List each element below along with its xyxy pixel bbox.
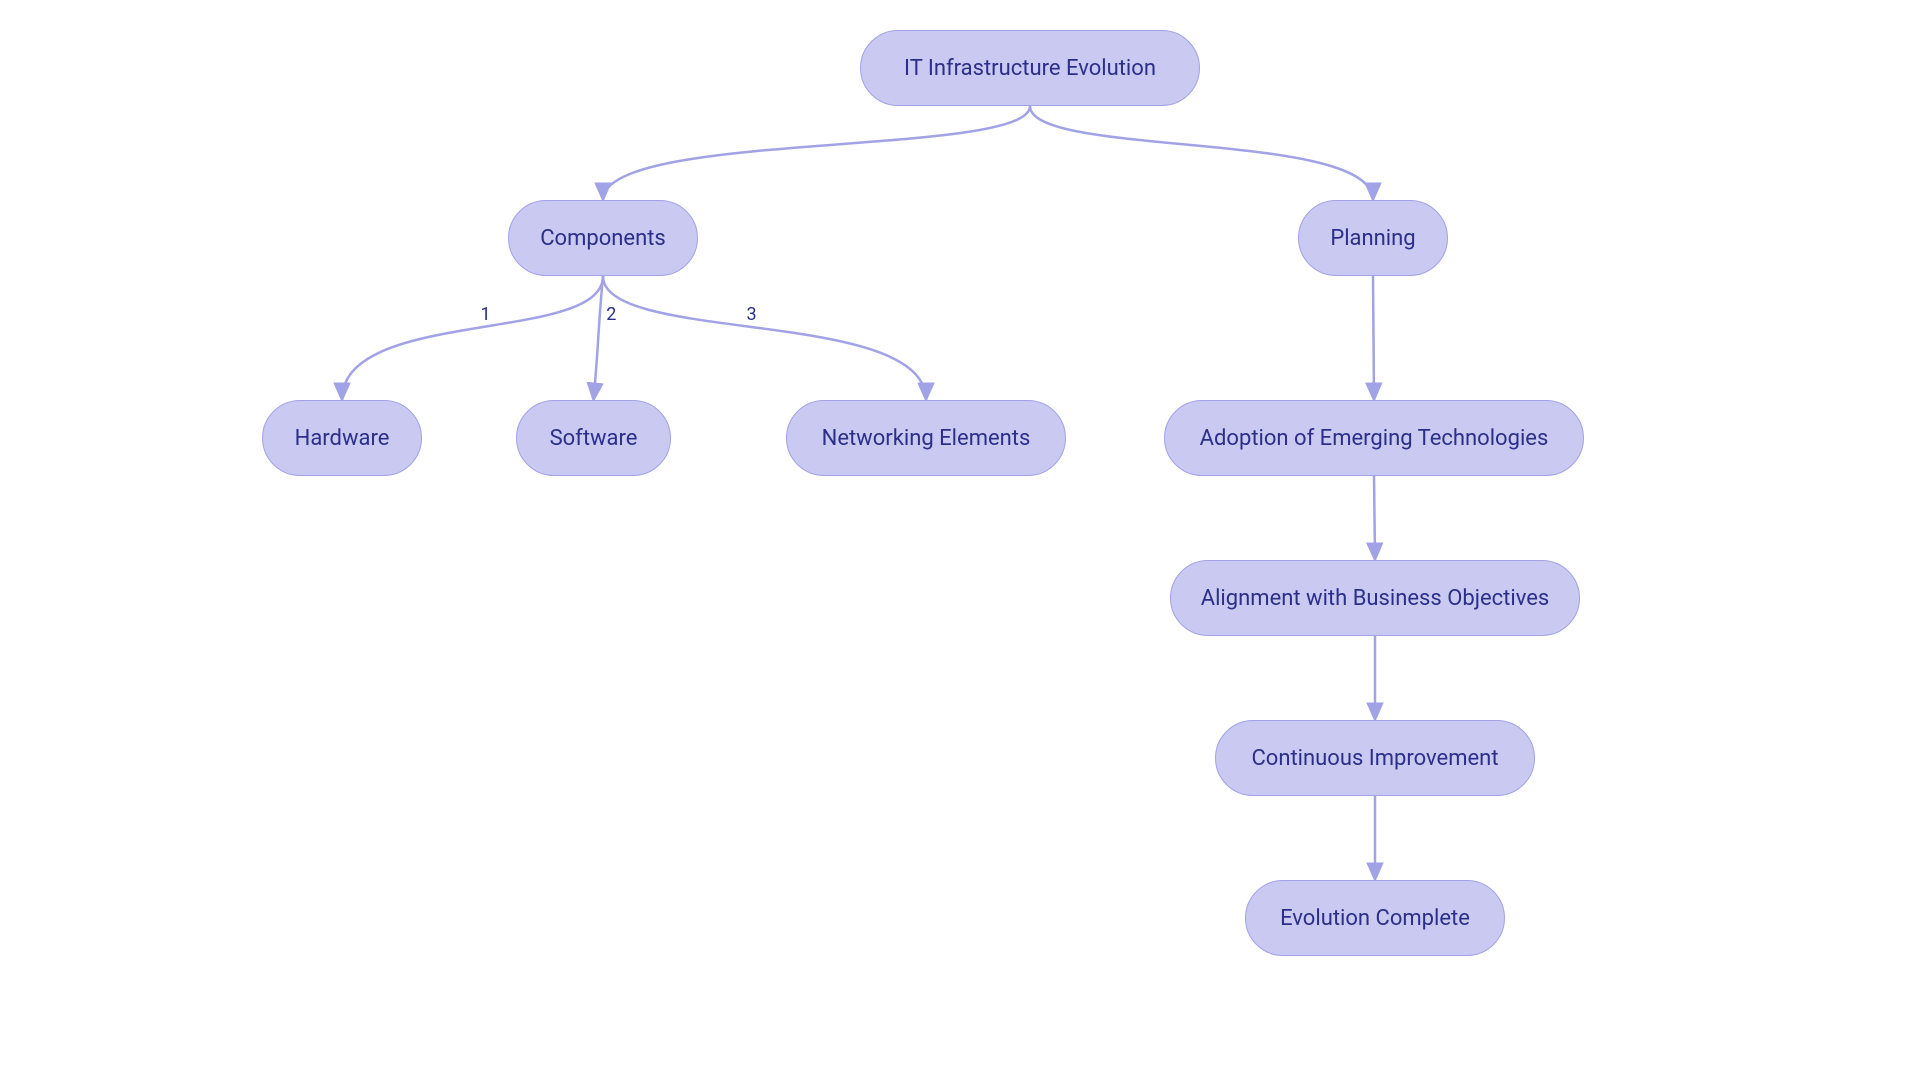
node-components: Components [508, 200, 698, 276]
edge-label-components-hardware: 1 [481, 304, 491, 325]
node-label-align: Alignment with Business Objectives [1201, 586, 1550, 611]
node-software: Software [516, 400, 671, 476]
node-label-adopt: Adoption of Emerging Technologies [1200, 426, 1549, 451]
edge-components-software [594, 276, 604, 400]
diagram-canvas: IT Infrastructure Evolution Components Pla… [0, 0, 1920, 1080]
node-align: Alignment with Business Objectives [1170, 560, 1580, 636]
node-root: IT Infrastructure Evolution [860, 30, 1200, 106]
node-label-components: Components [540, 226, 666, 251]
node-label-software: Software [550, 426, 638, 451]
edge-adopt-align [1374, 476, 1375, 560]
edges-layer [0, 0, 1920, 1080]
node-improve: Continuous Improvement [1215, 720, 1535, 796]
node-adopt: Adoption of Emerging Technologies [1164, 400, 1584, 476]
edge-label-components-software: 2 [606, 304, 616, 325]
edge-components-hardware [342, 276, 603, 400]
node-networking: Networking Elements [786, 400, 1066, 476]
node-planning: Planning [1298, 200, 1448, 276]
edge-label-components-networking: 3 [747, 304, 757, 325]
node-label-networking: Networking Elements [822, 426, 1031, 451]
node-hardware: Hardware [262, 400, 422, 476]
node-complete: Evolution Complete [1245, 880, 1505, 956]
node-label-improve: Continuous Improvement [1251, 746, 1498, 771]
edge-planning-adopt [1373, 276, 1374, 400]
node-label-complete: Evolution Complete [1280, 906, 1470, 931]
node-label-hardware: Hardware [295, 426, 390, 451]
edge-root-components [603, 106, 1030, 200]
node-label-root: IT Infrastructure Evolution [904, 56, 1156, 81]
edge-components-networking [603, 276, 926, 400]
edge-root-planning [1030, 106, 1373, 200]
node-label-planning: Planning [1330, 226, 1415, 251]
